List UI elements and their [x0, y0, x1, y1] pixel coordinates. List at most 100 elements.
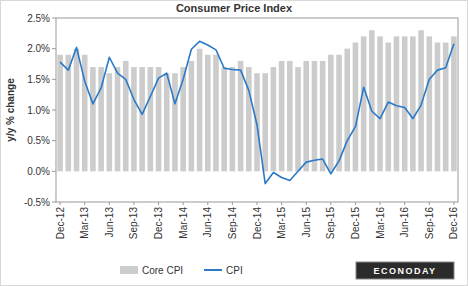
legend-swatch	[204, 269, 222, 271]
y-tick-label: 1.5%	[27, 74, 50, 85]
bar	[394, 36, 400, 171]
x-tick-label: Dec-16	[448, 207, 459, 240]
y-tick	[52, 171, 56, 172]
x-tick-label: Mar-13	[79, 207, 90, 239]
bar	[131, 67, 137, 171]
bar	[66, 55, 72, 172]
bar	[435, 43, 441, 172]
x-tick	[232, 202, 233, 205]
y-axis-label: y/y % change	[5, 78, 16, 142]
y-tick	[52, 48, 56, 49]
bar	[320, 61, 326, 171]
y-tick-label: -0.5%	[24, 197, 50, 208]
bar	[221, 67, 227, 171]
x-tick	[355, 202, 356, 205]
bar	[271, 67, 277, 171]
bar	[287, 61, 293, 171]
y-tick	[52, 202, 56, 203]
x-tick-label: Sep-16	[424, 207, 435, 240]
bar	[303, 61, 309, 171]
chart: Consumer Price Index y/y % change -0.5% 0.0…	[0, 0, 468, 286]
x-tick	[330, 202, 331, 205]
x-tick-label: Jun-16	[399, 207, 410, 238]
bar	[139, 67, 145, 171]
bar	[328, 55, 334, 172]
x-tick	[84, 202, 85, 205]
x-tick	[429, 202, 430, 205]
bar	[410, 36, 416, 171]
x-tick	[158, 202, 159, 205]
logo: ECONODAY	[373, 266, 436, 276]
x-tick	[404, 202, 405, 205]
bar	[246, 67, 252, 171]
x-tick-label: Mar-14	[178, 207, 189, 239]
x-tick-label: Dec-12	[55, 207, 66, 240]
x-tick	[306, 202, 307, 205]
bar	[172, 73, 178, 171]
legend-label: CPI	[226, 265, 243, 276]
bar	[377, 36, 383, 171]
y-tick	[52, 18, 56, 19]
x-tick	[281, 202, 282, 205]
bar	[213, 55, 219, 172]
x-tick-label: Dec-14	[252, 207, 263, 240]
bar	[197, 49, 203, 172]
x-tick	[257, 202, 258, 205]
y-tick-label: 0.0%	[27, 166, 50, 177]
bar	[107, 73, 113, 171]
bar	[90, 67, 96, 171]
x-tick	[60, 202, 61, 205]
bar	[115, 67, 121, 171]
y-tick	[52, 110, 56, 111]
x-tick-label: Mar-15	[276, 207, 287, 239]
x-tick	[380, 202, 381, 205]
bar	[262, 73, 268, 171]
plot-frame	[56, 18, 458, 202]
x-tick-label: Dec-15	[350, 207, 361, 240]
bar	[451, 36, 457, 171]
y-tick-label: 1.0%	[27, 105, 50, 116]
bar	[189, 61, 195, 171]
bar	[361, 36, 367, 171]
x-tick	[109, 202, 110, 205]
x-tick-label: Mar-16	[375, 207, 386, 239]
line	[60, 41, 454, 183]
bar	[344, 49, 350, 172]
bar	[148, 67, 154, 171]
bar	[74, 49, 80, 172]
bar	[205, 55, 211, 172]
x-tick-label: Sep-15	[325, 207, 336, 240]
y-tick-label: 0.5%	[27, 135, 50, 146]
x-tick	[453, 202, 454, 205]
bar	[369, 30, 375, 171]
bar	[402, 36, 408, 171]
marks	[57, 30, 456, 183]
x-tick	[207, 202, 208, 205]
bar	[295, 67, 301, 171]
bar	[57, 55, 63, 172]
bar	[353, 43, 359, 172]
bar	[238, 61, 244, 171]
x-tick-label: Jun-15	[301, 207, 312, 238]
bar	[312, 61, 318, 171]
bar	[279, 61, 285, 171]
x-tick	[133, 202, 134, 205]
y-tick	[52, 79, 56, 80]
bar	[426, 36, 432, 171]
x-tick-label: Dec-13	[153, 207, 164, 240]
x-tick-label: Sep-13	[128, 207, 139, 240]
x-tick-label: Jun-13	[104, 207, 115, 238]
bar	[230, 67, 236, 171]
y-tick	[52, 140, 56, 141]
logo-box	[356, 262, 454, 279]
title: Consumer Price Index	[176, 2, 293, 14]
y-tick-label: 2.0%	[27, 43, 50, 54]
bar	[336, 55, 342, 172]
x-tick-label: Sep-14	[227, 207, 238, 240]
bar	[164, 73, 170, 171]
x-tick	[183, 202, 184, 205]
legend-swatch	[120, 266, 138, 274]
background	[1, 1, 468, 286]
legend-label: Core CPI	[142, 265, 183, 276]
x-tick-label: Jun-14	[202, 207, 213, 238]
